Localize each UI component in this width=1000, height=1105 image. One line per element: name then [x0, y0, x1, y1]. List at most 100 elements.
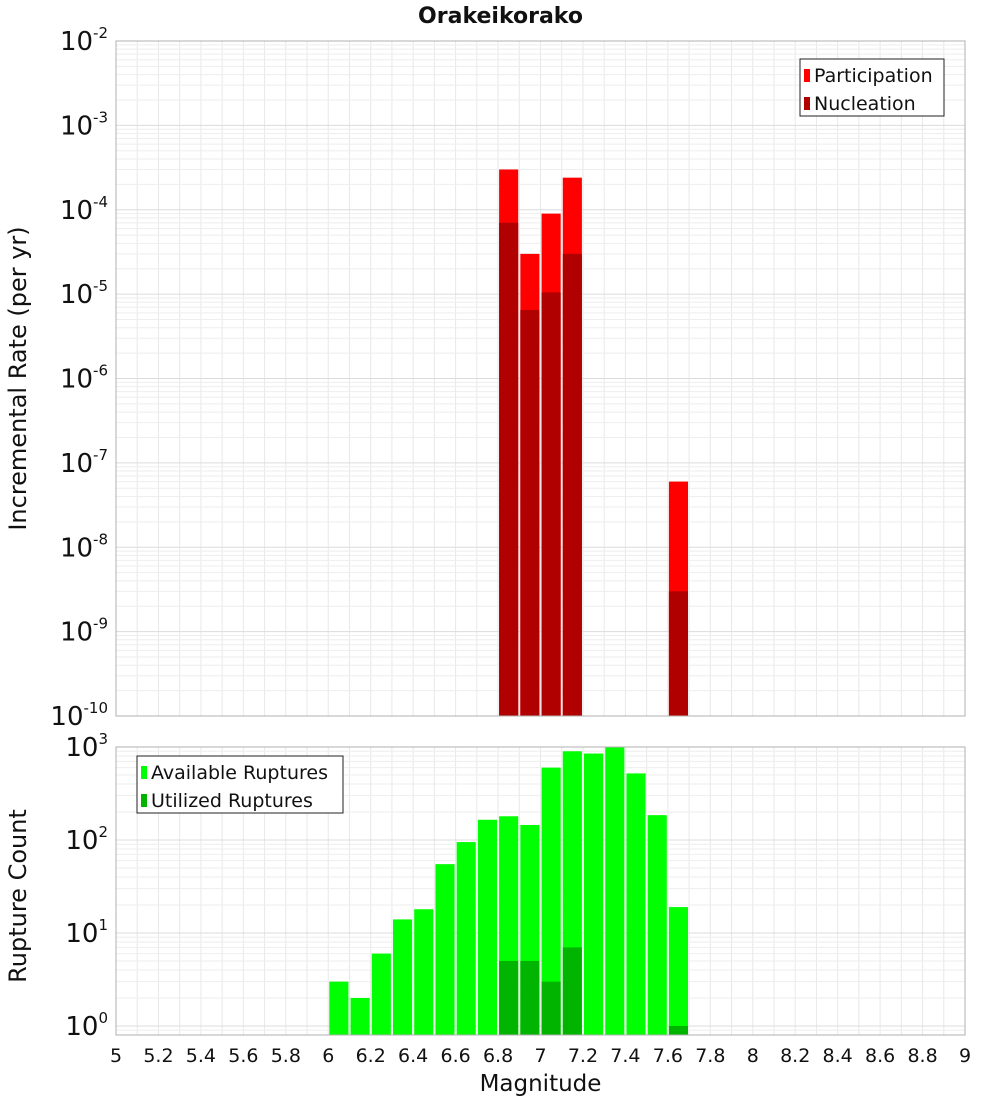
bar-available-ruptures [477, 819, 497, 1035]
legend-swatch-utilized-ruptures [141, 794, 147, 807]
x-tick-label: 5.2 [143, 1045, 173, 1067]
y-tick-label: 10-9 [60, 615, 108, 648]
chart-title: Orakeikorako [418, 4, 583, 29]
bar-available-ruptures [626, 773, 646, 1035]
y-tick-base: 10 [60, 27, 93, 57]
x-tick-label: 9 [959, 1045, 971, 1067]
bar-nucleation [668, 591, 689, 716]
bar-utilized-ruptures [668, 1025, 689, 1035]
bar-nucleation [562, 253, 582, 716]
legend-swatch-available-ruptures [141, 766, 147, 779]
x-tick-label: 5.6 [228, 1045, 258, 1067]
y-tick-exponent: -2 [93, 24, 108, 42]
x-tick-label: 8.2 [780, 1045, 810, 1067]
y-tick-label: 10-6 [60, 362, 108, 395]
y-tick-label: 10-8 [60, 530, 108, 563]
legend-swatch-nucleation [804, 97, 810, 110]
y-tick-exponent: -9 [93, 615, 108, 633]
x-tick-label: 6.4 [398, 1045, 428, 1067]
y-tick-label: 10-2 [60, 24, 108, 57]
bar-available-ruptures [456, 842, 476, 1035]
y-tick-base: 10 [65, 826, 98, 856]
y-axis-label: Incremental Rate (per yr) [4, 226, 32, 530]
y-tick-base: 10 [60, 449, 93, 479]
bar-utilized-ruptures [541, 981, 561, 1035]
y-tick-exponent: -4 [93, 193, 108, 211]
y-tick-base: 10 [50, 702, 83, 732]
bar-available-ruptures [668, 907, 689, 1035]
x-tick-label: 8.6 [865, 1045, 895, 1067]
y-tick-label: 10-4 [60, 193, 108, 226]
bar-utilized-ruptures [499, 960, 519, 1035]
x-tick-label: 5.4 [186, 1045, 216, 1067]
legend-swatch-participation [804, 69, 810, 82]
y-tick-label: 102 [65, 823, 108, 856]
legend-box [136, 755, 344, 814]
y-tick-label: 10-5 [60, 277, 108, 310]
y-tick-base: 10 [60, 111, 93, 141]
y-tick-base: 10 [65, 1012, 98, 1042]
x-tick-label: 8.8 [907, 1045, 937, 1067]
x-tick-label: 7.4 [610, 1045, 640, 1067]
bar-nucleation [499, 222, 519, 716]
x-tick-label: 6 [322, 1045, 334, 1067]
x-tick-label: 6.2 [356, 1045, 386, 1067]
y-tick-label: 103 [65, 730, 108, 763]
x-axis-label: Magnitude [480, 1071, 602, 1097]
bar-available-ruptures [435, 864, 455, 1035]
x-tick-label: 8 [747, 1045, 759, 1067]
chart-panel-1: 10-1010-910-810-710-610-510-410-310-2Ora… [4, 4, 966, 732]
bar-available-ruptures [414, 909, 434, 1035]
y-tick-exponent: 2 [98, 823, 108, 841]
legend-label: Available Ruptures [151, 762, 328, 784]
y-tick-base: 10 [60, 618, 93, 648]
y-tick-exponent: -7 [93, 446, 108, 464]
legend: Available Ruptures Utilized Ruptures [136, 755, 344, 814]
bar-available-ruptures [541, 767, 561, 1035]
bar-nucleation [541, 292, 561, 716]
y-tick-exponent: -6 [93, 362, 108, 380]
y-tick-exponent: 0 [98, 1009, 108, 1027]
legend: Participation Nucleation [799, 58, 945, 117]
y-tick-exponent: 3 [98, 730, 108, 748]
y-tick-exponent: -8 [93, 530, 108, 548]
x-tick-label: 8.4 [823, 1045, 853, 1067]
y-tick-base: 10 [60, 533, 93, 563]
x-tick-label: 5 [110, 1045, 122, 1067]
x-tick-label: 7.6 [653, 1045, 683, 1067]
y-tick-base: 10 [65, 733, 98, 763]
y-tick-label: 10-3 [60, 108, 108, 141]
legend-label: Participation [814, 65, 933, 87]
x-tick-label: 7 [534, 1045, 546, 1067]
bar-available-ruptures [392, 919, 413, 1035]
y-tick-base: 10 [60, 365, 93, 395]
y-tick-label: 10-10 [50, 699, 108, 732]
y-tick-label: 101 [65, 916, 108, 949]
plot-frame [115, 40, 966, 717]
y-axis-label: Rupture Count [4, 809, 32, 983]
y-tick-base: 10 [60, 280, 93, 310]
bar-available-ruptures [371, 953, 391, 1035]
bar-utilized-ruptures [562, 947, 582, 1035]
x-tick-label: 7.8 [695, 1045, 725, 1067]
y-tick-label: 100 [65, 1009, 108, 1042]
y-tick-exponent: 1 [98, 916, 108, 934]
bar-nucleation [520, 309, 540, 716]
bar-utilized-ruptures [520, 960, 540, 1035]
bar-available-ruptures [584, 753, 604, 1035]
bar-available-ruptures [647, 815, 667, 1035]
y-tick-label: 10-7 [60, 446, 108, 479]
bar-available-ruptures [605, 747, 625, 1035]
x-tick-label: 6.6 [440, 1045, 470, 1067]
x-tick-label: 7.2 [568, 1045, 598, 1067]
y-tick-exponent: -10 [84, 699, 109, 717]
bar-available-ruptures [329, 981, 349, 1035]
x-tick-label: 5.8 [271, 1045, 301, 1067]
y-tick-exponent: -3 [93, 108, 108, 126]
legend-label: Utilized Ruptures [151, 790, 313, 812]
y-tick-exponent: -5 [93, 277, 108, 295]
y-tick-base: 10 [65, 919, 98, 949]
